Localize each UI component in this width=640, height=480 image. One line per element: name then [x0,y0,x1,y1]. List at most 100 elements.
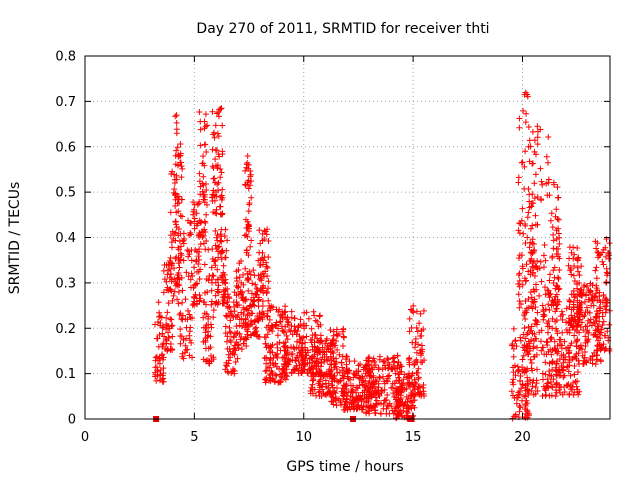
data-point [238,290,245,297]
data-point [566,347,573,354]
data-point [327,368,334,375]
data-point [269,370,276,377]
data-point [294,338,301,345]
data-point [384,402,391,409]
data-point [574,368,581,375]
data-point [334,346,341,353]
data-point [533,377,540,384]
data-point [413,369,420,376]
data-point [539,370,546,377]
data-point [522,119,529,126]
data-point [255,296,262,303]
data-point [212,228,219,235]
data-point [255,297,262,304]
data-point [587,288,594,295]
data-point [230,346,237,353]
data-point [420,382,427,389]
data-point [173,126,180,133]
data-point [384,391,391,398]
data-point [528,360,535,367]
data-point [263,354,270,361]
data-point [343,385,350,392]
data-point [246,200,253,207]
data-point [596,289,603,296]
data-point [259,230,266,237]
data-point [169,297,176,304]
data-point [202,246,209,253]
data-point [204,122,211,129]
data-point [568,321,575,328]
data-point [197,126,204,133]
y-tick-label: 0.1 [55,367,76,382]
data-point [564,364,571,371]
data-point [322,340,329,347]
data-point [574,313,581,320]
data-point [233,301,240,308]
data-point [545,301,552,308]
data-point [583,337,590,344]
data-point [603,236,610,243]
data-point [411,361,418,368]
data-point [279,311,286,318]
grid [85,56,610,419]
y-tick-label: 0.2 [55,322,76,337]
data-point [529,222,536,229]
data-point [343,361,350,368]
data-point [556,298,563,305]
data-point [510,376,517,383]
data-point [553,227,560,234]
data-point [342,406,349,413]
data-point [171,230,178,237]
data-point [245,307,252,314]
data-point [515,366,522,373]
data-point [213,193,220,200]
data-point [317,332,324,339]
data-point [222,254,229,261]
data-point [590,302,597,309]
data-point [195,200,202,207]
data-point [314,318,321,325]
data-point [316,312,323,319]
data-point [343,353,350,360]
data-point [261,227,268,234]
data-point [242,316,249,323]
data-point [353,406,360,413]
data-point [219,300,226,307]
data-point [309,370,316,377]
data-point [522,297,529,304]
data-point [526,340,533,347]
data-point [190,211,197,218]
data-point [563,345,570,352]
data-point [519,281,526,288]
data-point [389,384,396,391]
data-point [389,355,396,362]
data-point [175,270,182,277]
data-point [524,400,531,407]
data-point [180,230,187,237]
data-point [341,370,348,377]
data-point [317,376,324,383]
data-point [517,220,524,227]
data-point [549,347,556,354]
data-point [310,308,317,315]
data-point [240,320,247,327]
data-point [160,289,167,296]
data-point [581,312,588,319]
data-point [359,374,366,381]
data-point [518,217,525,224]
data-point [571,371,578,378]
data-point [555,253,562,260]
data-point [368,379,375,386]
data-point [186,219,193,226]
data-point [515,367,522,374]
data-point [363,382,370,389]
data-point [338,359,345,366]
data-point [330,401,337,408]
data-point [574,337,581,344]
data-point [563,305,570,312]
data-point [573,281,580,288]
data-point [394,403,401,410]
data-point [322,377,329,384]
data-point [197,142,204,149]
data-point [536,265,543,272]
